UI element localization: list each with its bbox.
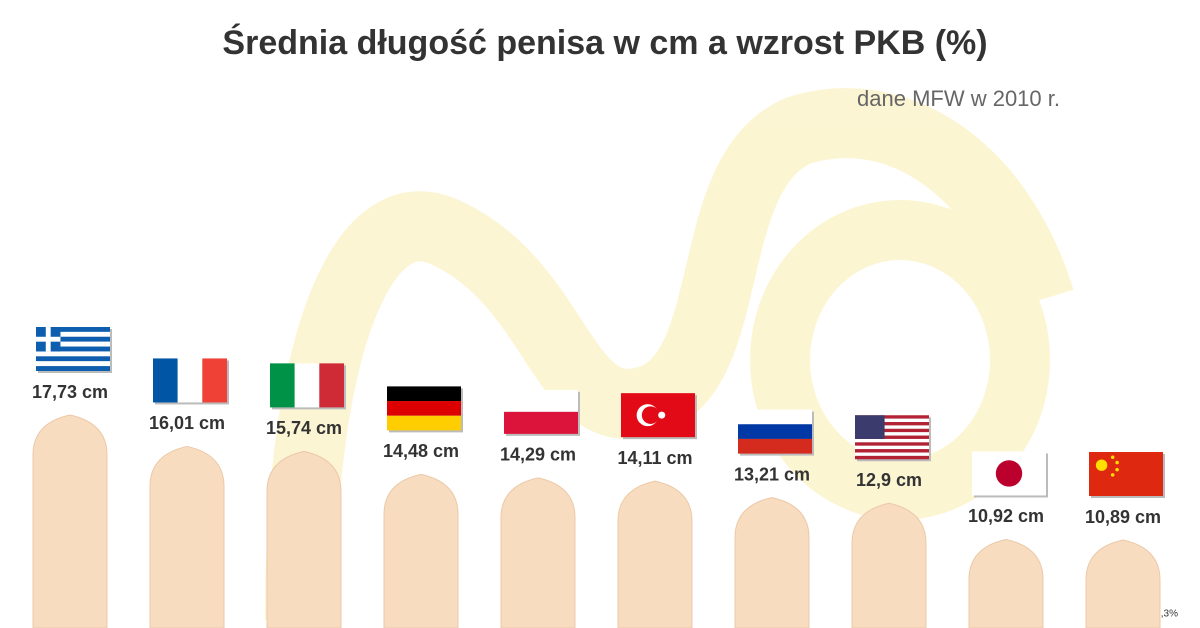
flag-part (1110, 455, 1115, 460)
flag-part (36, 356, 110, 362)
flag-part (202, 358, 227, 403)
flag (855, 415, 931, 462)
tape-roll (750, 200, 1050, 520)
flag-part (36, 331, 110, 337)
flag-part (177, 358, 203, 403)
flag-part (294, 363, 320, 408)
flag-part (738, 409, 812, 425)
flag-part (855, 449, 929, 453)
bar (734, 497, 810, 628)
flag-part (387, 386, 461, 402)
flag-part (36, 327, 110, 332)
chart-subtitle: dane MFW w 2010 r. (857, 86, 1060, 111)
value-label: 10,89 cm (1085, 507, 1161, 527)
bar (851, 502, 927, 628)
value-label: 17,73 cm (32, 382, 108, 402)
annotation: 10,3% (1150, 609, 1178, 620)
flag-part (995, 460, 1023, 487)
flag-part (36, 346, 110, 352)
flag-part (855, 435, 929, 439)
flag-part (504, 389, 578, 412)
flag-part (45, 327, 51, 352)
value-label: 15,74 cm (266, 418, 342, 438)
flag-part (641, 406, 660, 424)
flag-part (855, 418, 929, 423)
chart-title: Średnia długość penisa w cm a wzrost PKB… (222, 24, 987, 62)
bar (500, 477, 576, 628)
flag-part (36, 361, 110, 367)
flag-part (504, 411, 578, 434)
flag-part (387, 401, 461, 416)
flag-part (855, 438, 929, 443)
flag-part (1089, 452, 1163, 496)
flag-part (855, 415, 885, 439)
flag-part (855, 445, 929, 450)
flag-part (1110, 473, 1115, 477)
flag-part (36, 341, 110, 347)
bar (383, 473, 459, 628)
flag-part (855, 455, 929, 460)
flag-part (855, 415, 929, 419)
value-label: 14,29 cm (500, 445, 576, 465)
bar (149, 445, 225, 628)
flag-part (387, 415, 461, 431)
flag (387, 386, 463, 433)
flag-part (36, 336, 110, 342)
flag-part (738, 438, 812, 454)
flag (270, 363, 346, 410)
flag-part (319, 363, 344, 408)
value-label: 12,9 cm (856, 470, 922, 490)
flag (972, 451, 1048, 498)
flag (1089, 452, 1165, 498)
flag-part (855, 432, 929, 436)
value-label: 14,48 cm (383, 441, 459, 461)
flag-part (855, 452, 929, 456)
value-label: 16,01 cm (149, 413, 225, 433)
flag-part (855, 425, 929, 429)
flag-part (1115, 460, 1119, 465)
flag (36, 327, 112, 373)
flag-part (855, 422, 929, 426)
flag-part (855, 428, 929, 433)
value-label: 13,21 cm (734, 464, 810, 484)
value-label: 14,11 cm (617, 448, 692, 468)
flag (621, 393, 697, 440)
bar (266, 450, 342, 628)
flag-part (36, 366, 110, 371)
flag-part (738, 424, 812, 439)
flag-part (36, 351, 110, 357)
value-label: 10,92 cm (968, 506, 1044, 526)
flag-part (153, 358, 178, 403)
flag-part (658, 411, 666, 419)
bar (617, 480, 693, 628)
bar (1085, 539, 1161, 628)
flag (504, 389, 580, 436)
bar (968, 538, 1044, 628)
flag-part (855, 442, 929, 446)
flag-part (270, 363, 295, 408)
flag-part (1095, 459, 1108, 471)
flag (738, 409, 814, 456)
bar (32, 414, 108, 628)
flag-part (1115, 467, 1119, 472)
flag (153, 358, 229, 405)
